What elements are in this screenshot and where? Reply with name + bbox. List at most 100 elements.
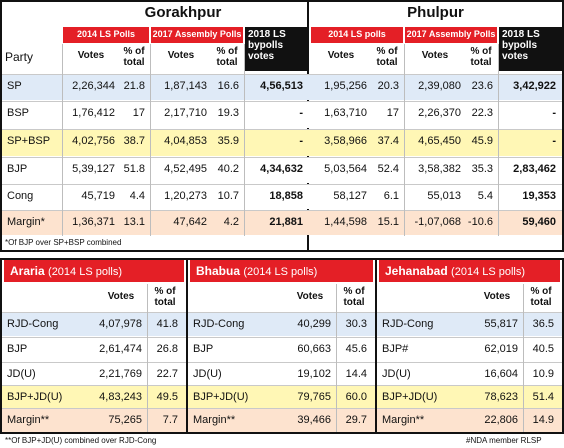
pct-cell: 14.9 [532,414,554,426]
votes-cell: 75,265 [108,414,142,426]
pct-cell: 26.8 [156,343,178,355]
party-label: JD(U) [382,368,411,380]
pct-cell: 41.8 [156,318,178,330]
phulpur-2014-header: 2014 LS polls [311,27,403,43]
votes-cell: 60,663 [297,343,331,355]
votes-cell: 55,817 [484,318,518,330]
row-divider [2,210,562,211]
party-label: Margin** [382,414,425,426]
party-label: Cong [7,190,34,202]
party-label: BSP [7,107,30,119]
phulpur-title: Phulpur [407,4,464,21]
votes-cell: 39,466 [297,414,331,426]
gorakhpur-cell-p17: 10.7 [217,190,239,202]
gorakhpur-cell-v17: 4,04,853 [164,135,207,147]
gorakhpur-cell-v18: 4,34,632 [260,163,303,175]
bottom-pane-title: Araria (2014 LS polls) [4,260,184,282]
phulpur-cell-v18: 19,353 [522,190,556,202]
phulpur-cell-p17: 22.3 [471,107,493,119]
phulpur-cell-v14: 58,127 [333,190,367,202]
col-divider [244,44,245,236]
row-divider [188,408,375,409]
bottom-left-footnote: **Of BJP+JD(U) combined over RJD-Cong [5,436,157,445]
phulpur-cell-p14: 15.1 [377,216,399,228]
votes-cell: 4,83,243 [99,391,142,403]
party-label: BJP [193,343,214,355]
table-row [2,363,186,386]
gorakhpur-cell-v17: 1,20,273 [164,190,207,202]
phulpur-cell-v18: - [552,107,556,119]
gorakhpur-cell-p17: 35.9 [217,135,239,147]
pct-cell: 60.0 [345,391,367,403]
phulpur-cell-v17: 2,26,370 [418,107,461,119]
table-row [2,158,562,183]
phulpur-2014-votes-header: Votes [327,50,355,61]
row-divider [2,362,186,363]
row-divider [2,74,562,75]
gorakhpur-2014-pct-header: % of total [123,46,145,68]
party-label: BJP [7,343,28,355]
row-divider [2,408,186,409]
table-row [2,75,562,100]
pct-header: % of total [343,286,365,308]
table-row [188,386,375,409]
gorakhpur-cell-v17: 47,642 [173,216,207,228]
phulpur-cell-v18: 2,83,462 [513,163,556,175]
pane-divider [186,258,188,434]
gorakhpur-cell-v14: 1,76,412 [72,107,115,119]
phulpur-cell-v17: -1,07,068 [414,216,461,228]
votes-cell: 22,806 [484,414,518,426]
party-label: BJP [7,163,28,175]
votes-cell: 4,07,978 [99,318,142,330]
phulpur-cell-v17: 4,65,450 [418,135,461,147]
gorakhpur-cell-v14: 2,26,344 [72,80,115,92]
constituency-subtitle: (2014 LS polls) [48,266,123,278]
row-divider [377,385,562,386]
row-divider [188,385,375,386]
votes-cell: 62,019 [484,343,518,355]
votes-cell: 2,61,474 [99,343,142,355]
table-row [377,338,562,361]
gorakhpur-cell-p17: 40.2 [217,163,239,175]
col-divider [523,284,524,432]
gorakhpur-footnote: *Of BJP over SP+BSP combined [5,238,122,247]
constituency-name: Jehanabad [385,264,448,278]
row-divider [377,337,562,338]
phulpur-cell-v18: 59,460 [522,216,556,228]
gorakhpur-2017-pct-header: % of total [216,46,238,68]
votes-header: Votes [483,291,511,302]
phulpur-cell-v14: 3,58,966 [324,135,367,147]
col-divider [336,284,337,432]
row-divider [188,362,375,363]
table-row [2,386,186,409]
gorakhpur-cell-v14: 1,36,371 [72,216,115,228]
gorakhpur-cell-p14: 38.7 [123,135,145,147]
row-divider [377,312,562,313]
col-divider [62,44,63,236]
gorakhpur-2017-header: 2017 Assembly Polls [151,27,243,43]
row-divider [2,157,562,158]
constituency-name: Bhabua [196,264,241,278]
votes-cell: 78,623 [484,391,518,403]
gorakhpur-cell-v17: 4,52,495 [164,163,207,175]
table-row [2,409,186,432]
votes-cell: 40,299 [297,318,331,330]
phulpur-cell-p17: 5.4 [477,190,493,202]
phulpur-2018-header: 2018 LS bypolls votes [499,27,562,71]
gorakhpur-cell-v18: 18,858 [269,190,303,202]
bottom-pane-title: Bhabua (2014 LS polls) [190,260,373,282]
gorakhpur-2014-header: 2014 LS Polls [63,27,149,43]
bottom-pane-title: Jehanabad (2014 LS polls) [379,260,560,282]
gorakhpur-cell-p17: 4.2 [223,216,239,228]
gorakhpur-cell-v14: 45,719 [81,190,115,202]
pct-cell: 14.4 [345,368,367,380]
gorakhpur-cell-p14: 51.8 [123,163,145,175]
constituency-name: Araria [10,264,45,278]
phulpur-2017-pct-header: % of total [470,46,492,68]
row-divider [188,337,375,338]
pct-cell: 40.5 [532,343,554,355]
gorakhpur-cell-p14: 17 [132,107,145,119]
phulpur-cell-v17: 2,39,080 [418,80,461,92]
gorakhpur-cell-p17: 16.6 [217,80,239,92]
gorakhpur-cell-v18: - [299,107,303,119]
